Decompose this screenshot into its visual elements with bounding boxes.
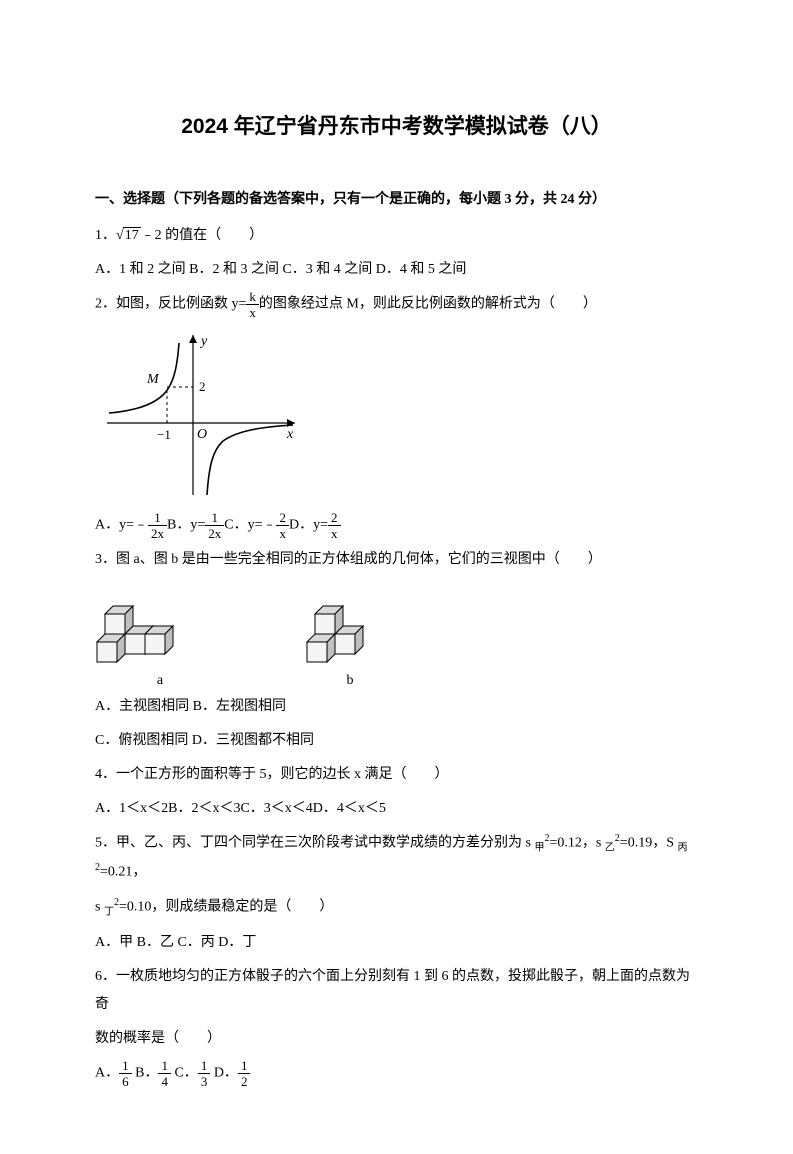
graph-O: O bbox=[197, 427, 207, 442]
q6-fracB: 14 bbox=[158, 1059, 171, 1088]
q3-label-b: b bbox=[295, 673, 405, 689]
q2-stem-b: 的图象经过点 M，则此反比例函数的解析式为（ ） bbox=[259, 297, 597, 312]
exam-page: 2024 年辽宁省丹东市中考数学模拟试卷（八） 一、选择题（下列各题的备选答案中… bbox=[0, 0, 793, 1154]
q2-fracD: 2x bbox=[328, 511, 341, 540]
cube-b-svg bbox=[295, 584, 405, 664]
q1-stem-b: ﹣2 的值在（ ） bbox=[141, 228, 264, 243]
q3-opts-1: A．主视图相同 B．左视图相同 bbox=[95, 693, 698, 721]
q6-optB: B． bbox=[132, 1065, 159, 1080]
q5-options: A．甲 B．乙 C．丙 D．丁 bbox=[95, 929, 698, 957]
q3-figure-b: b bbox=[295, 584, 405, 689]
q2-stem-a: 2．如图，反比例函数 y= bbox=[95, 297, 246, 312]
q2-fracA: 12x bbox=[148, 511, 167, 540]
cube-a-svg bbox=[95, 584, 225, 664]
q3-opts-2: C．俯视图相同 D．三视图都不相同 bbox=[95, 727, 698, 755]
q1-options: A．1 和 2 之间 B．2 和 3 之间 C．3 和 4 之间 D．4 和 5… bbox=[95, 256, 698, 284]
question-1: 1．√17﹣2 的值在（ ） bbox=[95, 222, 698, 250]
question-5-line1: 5．甲、乙、丙、丁四个同学在三次阶段考试中数学成绩的方差分别为 s 甲2=0.1… bbox=[95, 829, 698, 887]
q6-fracD: 12 bbox=[238, 1059, 251, 1088]
q2-frac-den: x bbox=[246, 305, 259, 319]
graph-xtick: −1 bbox=[157, 427, 171, 442]
page-title: 2024 年辽宁省丹东市中考数学模拟试卷（八） bbox=[95, 110, 698, 140]
q2-optD: D．y= bbox=[289, 518, 328, 533]
q3-figures: a bbox=[95, 584, 698, 689]
reciprocal-graph-svg: M 2 −1 O x y bbox=[95, 325, 305, 500]
q6-fracC: 13 bbox=[198, 1059, 211, 1088]
q2-fracB: 12x bbox=[205, 511, 224, 540]
q2-optB: B．y= bbox=[167, 518, 205, 533]
q2-frac: kx bbox=[246, 290, 259, 319]
graph-x-label: x bbox=[286, 427, 294, 442]
graph-M-value: 2 bbox=[199, 379, 206, 394]
question-3: 3．图 a、图 b 是由一些完全相同的正方体组成的几何体，它们的三视图中（ ） bbox=[95, 546, 698, 574]
q3-figure-a: a bbox=[95, 584, 225, 689]
question-6-line1: 6．一枚质地均匀的正方体骰子的六个面上分别刻有 1 到 6 的点数，投掷此骰子，… bbox=[95, 963, 698, 1019]
q2-options: A．y=﹣12xB．y=12xC．y=﹣2xD．y=2x bbox=[95, 511, 698, 540]
question-6-line2: 数的概率是（ ） bbox=[95, 1025, 698, 1053]
q2-optC: C．y=﹣ bbox=[224, 518, 276, 533]
q6-fracA: 16 bbox=[119, 1059, 132, 1088]
q1-sqrt-value: 17 bbox=[123, 227, 141, 243]
q2-optA: A．y=﹣ bbox=[95, 518, 148, 533]
q2-fracC: 2x bbox=[276, 511, 289, 540]
question-4: 4．一个正方形的面积等于 5，则它的边长 x 满足（ ） bbox=[95, 761, 698, 789]
q2-graph: M 2 −1 O x y bbox=[95, 325, 698, 505]
q1-stem-a: 1． bbox=[95, 228, 116, 243]
q2-frac-num: k bbox=[246, 290, 259, 305]
section-1-header: 一、选择题（下列各题的备选答案中，只有一个是正确的，每小题 3 分，共 24 分… bbox=[95, 188, 698, 208]
q6-optC: C． bbox=[171, 1065, 198, 1080]
graph-M-label: M bbox=[146, 372, 160, 387]
q6-optD: D． bbox=[210, 1065, 238, 1080]
question-5-line2: s 丁2=0.10，则成绩最稳定的是（ ） bbox=[95, 893, 698, 922]
sqrt-icon: √17 bbox=[116, 222, 141, 250]
q3-label-a: a bbox=[95, 673, 225, 689]
graph-y-label: y bbox=[199, 334, 208, 349]
question-2: 2．如图，反比例函数 y=kx的图象经过点 M，则此反比例函数的解析式为（ ） bbox=[95, 290, 698, 319]
q6-options: A．16 B．14 C．13 D．12 bbox=[95, 1059, 698, 1088]
q4-options: A．1＜x＜2B．2＜x＜3C．3＜x＜4D．4＜x＜5 bbox=[95, 795, 698, 823]
q6-optA: A． bbox=[95, 1065, 119, 1080]
